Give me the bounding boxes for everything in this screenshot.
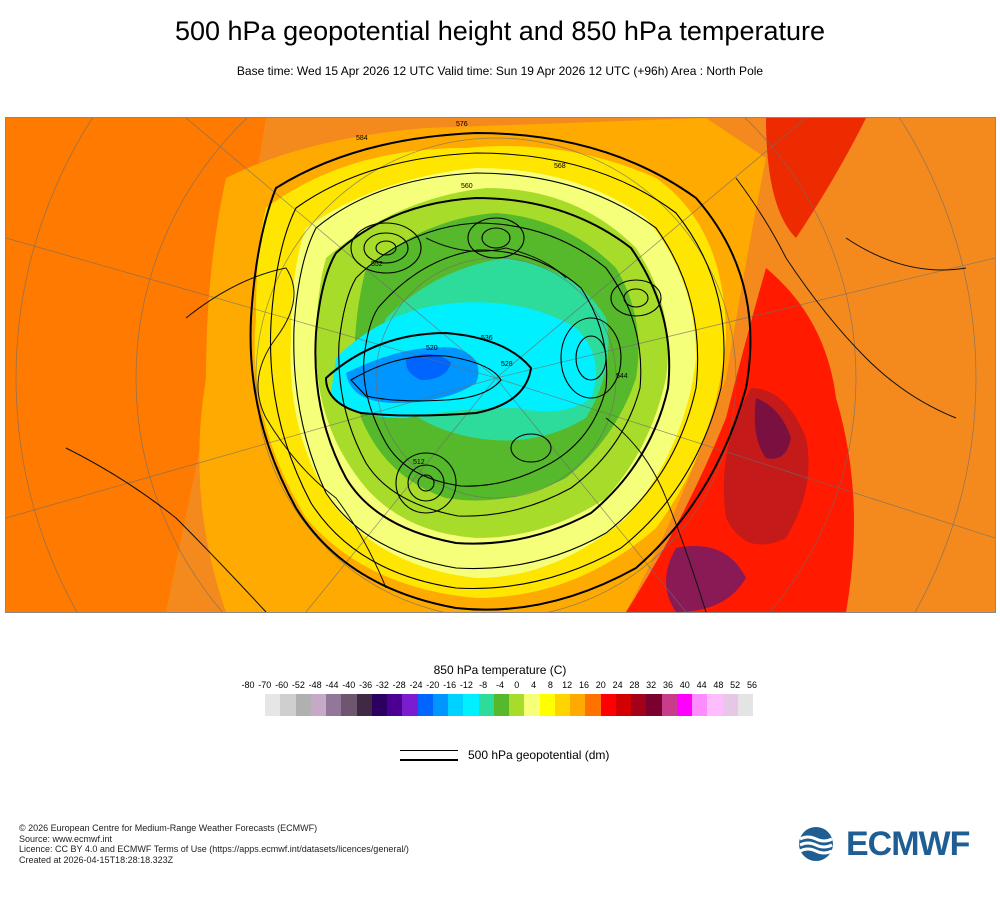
footer-licence: Licence: CC BY 4.0 and ECMWF Terms of Us… bbox=[19, 844, 409, 854]
map-panel[interactable]: 576 584 568 560 552 544 536 528 520 512 bbox=[5, 117, 996, 613]
colorbar-tick-label: 44 bbox=[696, 680, 707, 690]
temperature-legend-title: 850 hPa temperature (C) bbox=[433, 663, 567, 677]
contour-label: 568 bbox=[554, 163, 566, 170]
contour-label: 512 bbox=[413, 459, 425, 466]
colorbar-swatch bbox=[280, 694, 296, 716]
temperature-field-deep-blue bbox=[405, 354, 451, 380]
temperature-legend-ticks: -80 -70 -60 -52 -48 -44 -40 -36 -32 -28 -24 -20 -16-… bbox=[240, 680, 760, 694]
colorbar-swatch bbox=[493, 694, 509, 716]
graticule bbox=[6, 118, 995, 612]
colorbar-swatch bbox=[737, 694, 753, 716]
colorbar-tick-label: -80 bbox=[241, 680, 255, 690]
colorbar-swatch bbox=[661, 694, 677, 716]
colorbar-swatch bbox=[326, 694, 342, 716]
colorbar-swatch bbox=[310, 694, 326, 716]
colorbar-swatch bbox=[707, 694, 723, 716]
footer-source: Source: www.ecmwf.int bbox=[19, 833, 113, 844]
colorbar-swatch bbox=[387, 694, 403, 716]
temperature-field-dark-red bbox=[723, 388, 809, 545]
ecmwf-logo[interactable]: ECMWF bbox=[796, 826, 986, 862]
colorbar-tick-label: -20 bbox=[426, 680, 440, 690]
colorbar-swatch bbox=[539, 694, 555, 716]
ecmwf-logo-icon bbox=[799, 827, 833, 861]
temperature-field-red-ne bbox=[766, 118, 866, 238]
colorbar-tick-label: 52 bbox=[730, 680, 741, 690]
colorbar-swatch bbox=[448, 694, 464, 716]
colorbar-tick-label: -70 bbox=[258, 680, 272, 690]
colorbar-tick-label: -16 bbox=[443, 680, 457, 690]
colorbar-tick-label: 12 bbox=[562, 680, 573, 690]
temperature-legend-colorbar bbox=[265, 694, 753, 716]
colorbar-tick-label: -12 bbox=[459, 680, 473, 690]
colorbar-swatch bbox=[265, 694, 281, 716]
colorbar-tick-label: 36 bbox=[662, 680, 674, 690]
chart-subtitle: Base time: Wed 15 Apr 2026 12 UTC Valid … bbox=[236, 64, 764, 78]
colorbar-swatch bbox=[600, 694, 616, 716]
colorbar-swatch bbox=[371, 694, 387, 716]
colorbar-tick-label: 0 bbox=[514, 680, 520, 690]
colorbar-tick-label: 8 bbox=[547, 680, 553, 690]
contour-label-group: 576 584 568 560 552 544 536 528 520 512 bbox=[356, 121, 628, 466]
temperature-field-maroon-1 bbox=[754, 398, 791, 459]
colorbar-swatch bbox=[585, 694, 601, 716]
footer-copyright: © 2026 European Centre for Medium-Range … bbox=[19, 823, 318, 833]
geopotential-legend-label: 500 hPa geopotential (dm) bbox=[468, 748, 610, 762]
colorbar-tick-label: 20 bbox=[595, 680, 606, 690]
contour-label: 576 bbox=[456, 121, 468, 128]
footer-created: Created at 2026-04-15T18:28:18.323Z bbox=[19, 854, 174, 865]
colorbar-swatch bbox=[417, 694, 433, 716]
colorbar-tick-label: 4 bbox=[531, 680, 537, 690]
map-svg: 576 584 568 560 552 544 536 528 520 512 bbox=[6, 118, 995, 612]
colorbar-tick-label: -48 bbox=[308, 680, 322, 690]
colorbar-swatch bbox=[631, 694, 647, 716]
colorbar-swatch bbox=[524, 694, 540, 716]
colorbar-tick-label: -4 bbox=[495, 680, 505, 690]
colorbar-tick-label: 32 bbox=[646, 680, 657, 690]
colorbar-tick-label: -60 bbox=[275, 680, 289, 690]
colorbar-swatch bbox=[341, 694, 357, 716]
colorbar-swatch bbox=[432, 694, 448, 716]
geopotential-contours bbox=[249, 131, 752, 611]
chart-title: 500 hPa geopotential height and 850 hPa … bbox=[174, 16, 825, 46]
colorbar-tick-label: 24 bbox=[612, 680, 623, 690]
colorbar-tick-label: -32 bbox=[375, 680, 389, 690]
colorbar-swatch bbox=[402, 694, 418, 716]
colorbar-swatch bbox=[295, 694, 311, 716]
ecmwf-logo-text: ECMWF bbox=[846, 825, 970, 863]
colorbar-swatch bbox=[692, 694, 708, 716]
temperature-field-maroon-2 bbox=[666, 546, 746, 612]
contour-label: 528 bbox=[501, 361, 513, 368]
colorbar-tick-label: -8 bbox=[479, 680, 488, 690]
colorbar-swatch bbox=[554, 694, 570, 716]
colorbar-swatch bbox=[676, 694, 692, 716]
contour-label: 584 bbox=[356, 135, 368, 142]
colorbar-swatch bbox=[478, 694, 494, 716]
coastlines bbox=[65, 177, 967, 612]
colorbar-tick-label: -36 bbox=[359, 680, 373, 690]
colorbar-swatch bbox=[646, 694, 662, 716]
contour-label: 560 bbox=[461, 183, 473, 190]
colorbar-tick-label: -44 bbox=[325, 680, 339, 690]
contour-label: 552 bbox=[371, 261, 383, 268]
colorbar-tick-label: 16 bbox=[578, 680, 590, 690]
contour-label: 520 bbox=[426, 345, 438, 352]
colorbar-tick-label: 40 bbox=[679, 680, 690, 690]
colorbar-tick-label: -40 bbox=[342, 680, 356, 690]
colorbar-tick-label: 48 bbox=[713, 680, 724, 690]
footer-credits: © 2026 European Centre for Medium-Range … bbox=[19, 823, 409, 865]
colorbar-tick-label: -24 bbox=[409, 680, 423, 690]
colorbar-swatch bbox=[615, 694, 631, 716]
colorbar-tick-label: -52 bbox=[291, 680, 305, 690]
contour-label: 536 bbox=[481, 335, 493, 342]
colorbar-tick-label: 56 bbox=[746, 680, 758, 690]
colorbar-tick-label: 28 bbox=[629, 680, 640, 690]
colorbar-swatch bbox=[356, 694, 372, 716]
colorbar-swatch bbox=[463, 694, 479, 716]
colorbar-tick-label: -28 bbox=[392, 680, 406, 690]
colorbar-swatch bbox=[509, 694, 525, 716]
contour-line-swatch bbox=[400, 750, 458, 761]
colorbar-swatch bbox=[722, 694, 738, 716]
colorbar-swatch bbox=[570, 694, 586, 716]
contour-label: 544 bbox=[616, 373, 628, 380]
